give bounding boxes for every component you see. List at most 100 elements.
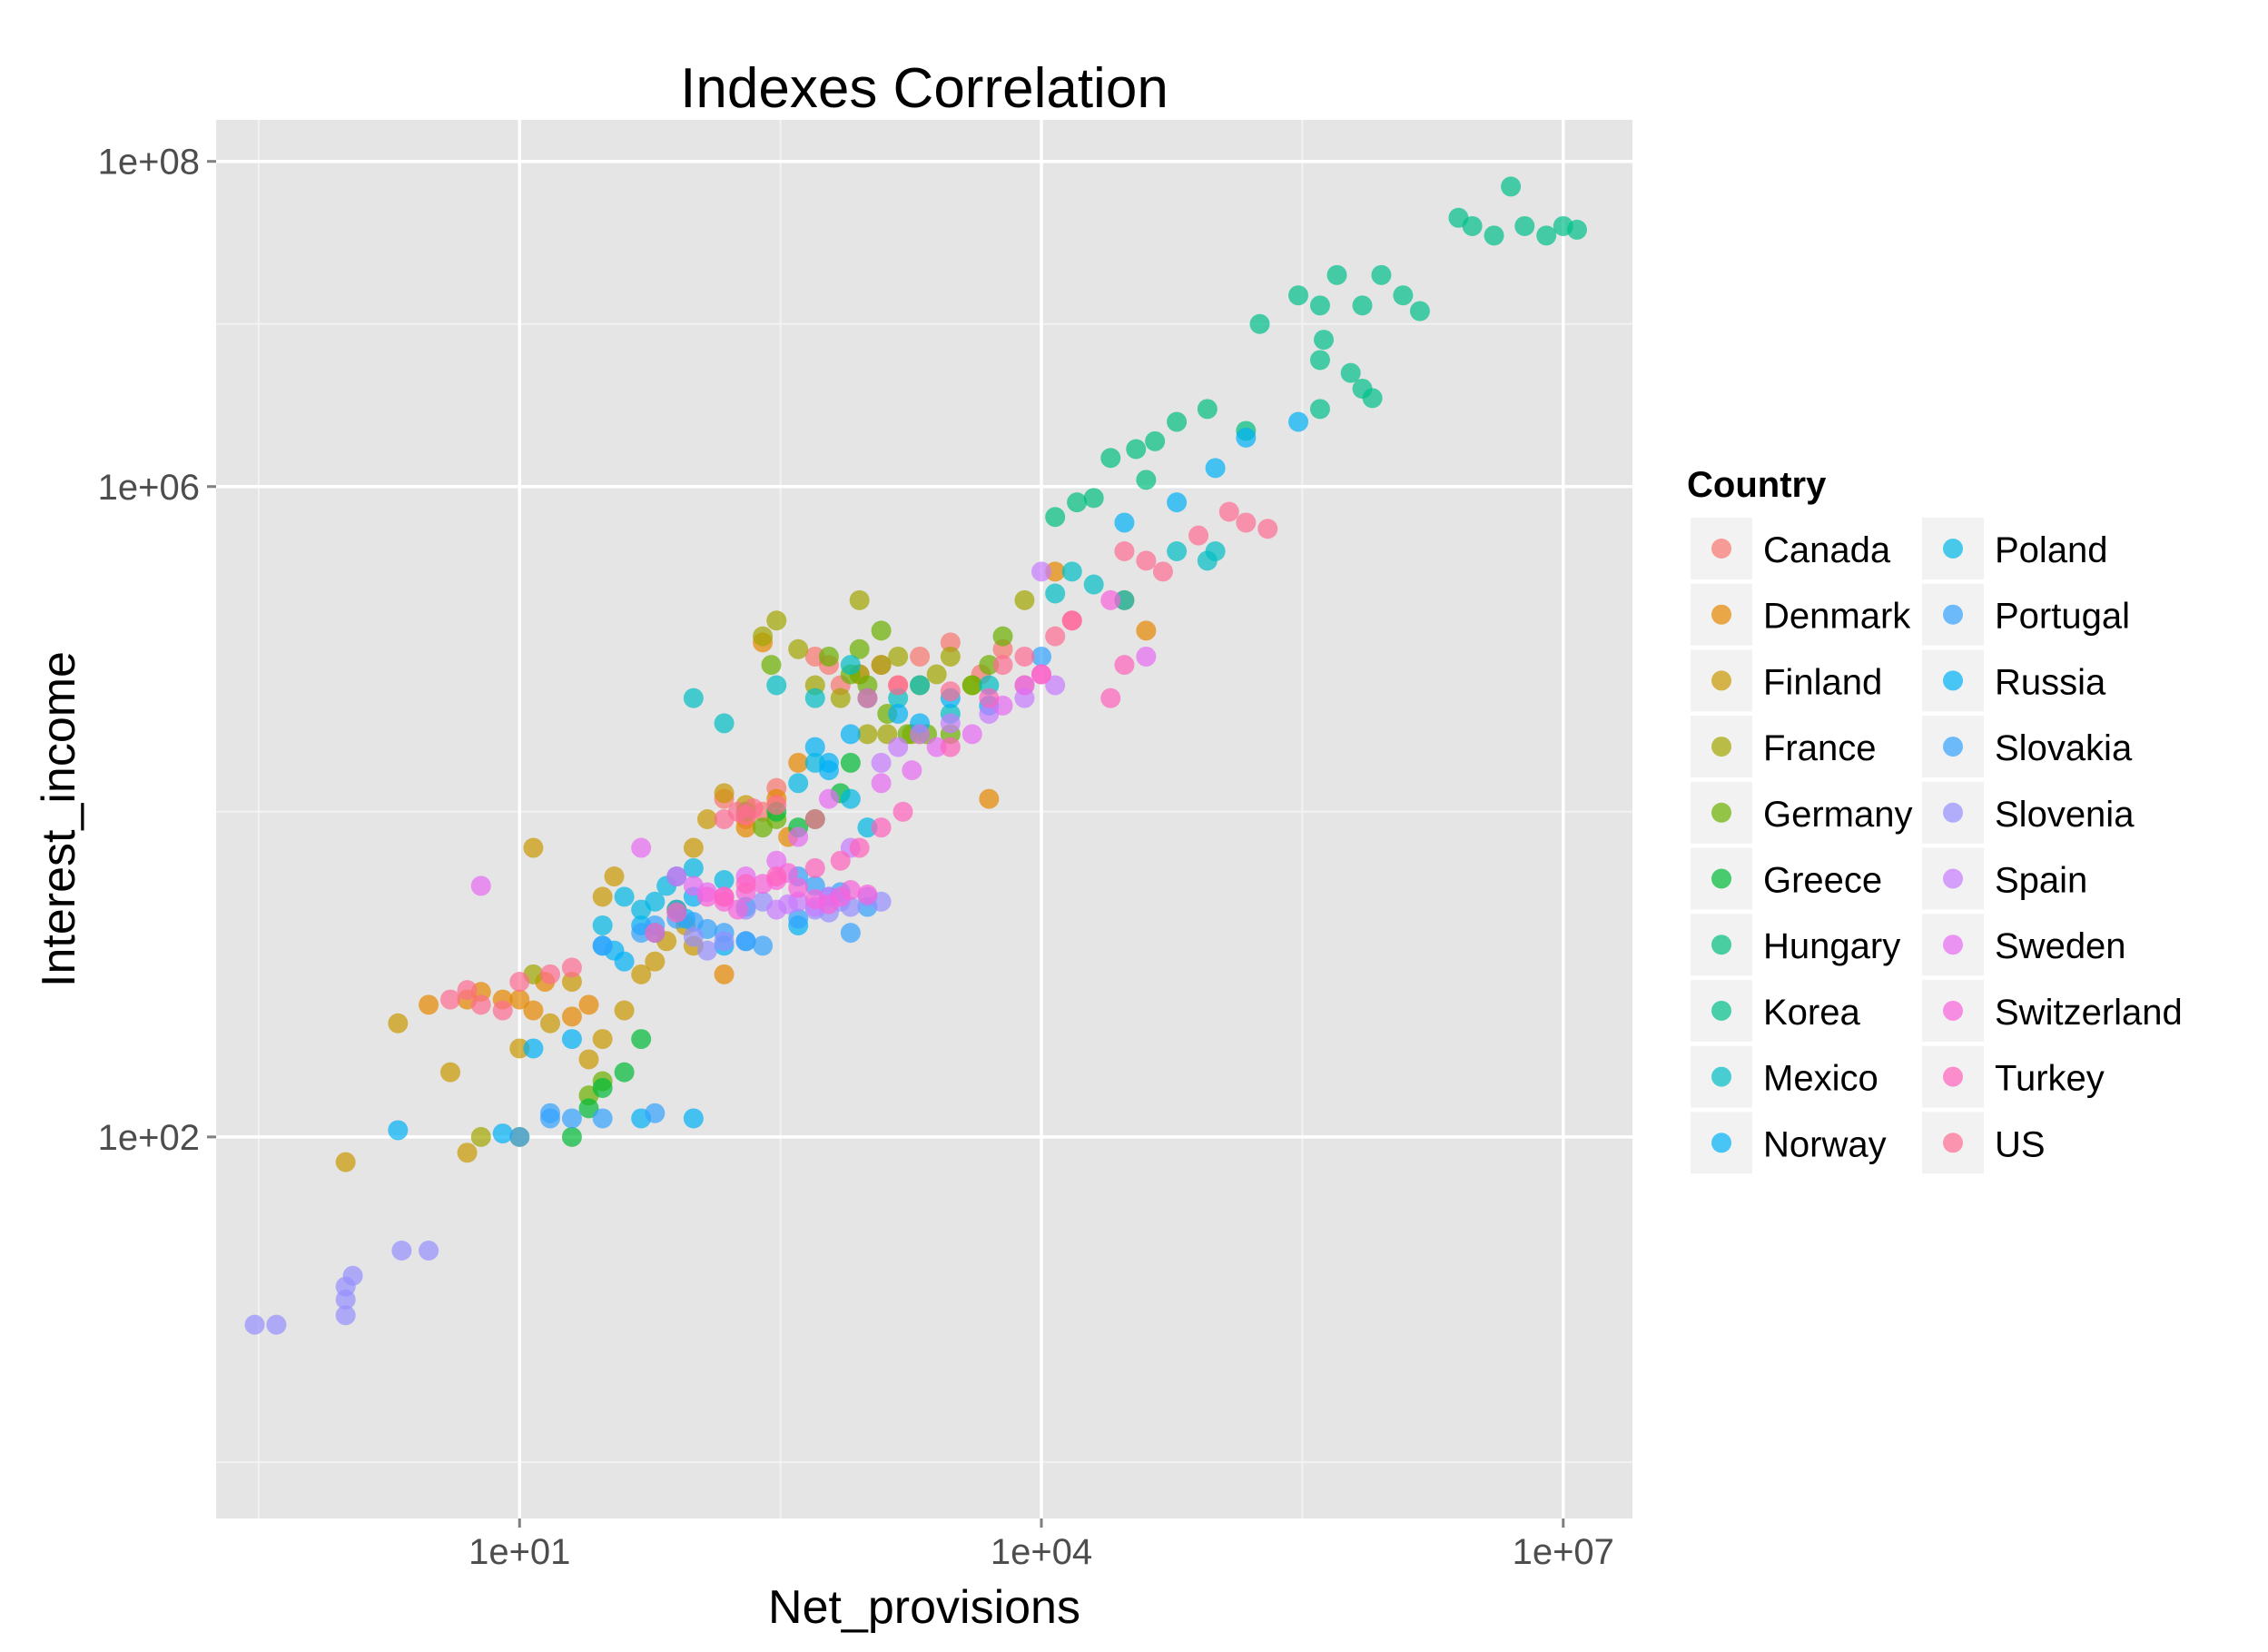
data-point-greece <box>592 1077 613 1098</box>
data-point-korea <box>1484 225 1504 246</box>
data-point-sweden <box>631 837 652 858</box>
legend-swatch <box>1711 1133 1731 1153</box>
legend-swatch <box>1711 935 1731 955</box>
data-point-denmark <box>509 989 530 1010</box>
data-point-greece <box>561 1126 582 1147</box>
data-point-france <box>470 1126 491 1147</box>
data-point-us <box>1014 646 1035 667</box>
data-point-finland <box>592 1029 613 1050</box>
data-point-denmark <box>578 994 599 1015</box>
legend-label: Poland <box>1995 530 2108 570</box>
data-point-slovenia <box>342 1265 363 1286</box>
data-point-spain <box>910 724 931 745</box>
data-point-hungary <box>1067 492 1088 513</box>
data-point-finland <box>561 972 582 993</box>
legend-item-hungary: Hungary <box>1691 914 1900 976</box>
data-point-mexico <box>1167 540 1188 561</box>
data-point-slovakia <box>788 908 809 929</box>
x-tick-label: 1e+01 <box>468 1532 570 1572</box>
panel-background <box>216 120 1632 1518</box>
legend-label: Greece <box>1763 861 1882 901</box>
data-point-turkey <box>892 801 913 822</box>
data-point-turkey <box>645 923 666 944</box>
y-tick-label: 1e+06 <box>98 468 200 508</box>
data-point-germany <box>992 626 1013 647</box>
data-point-us <box>1218 501 1239 522</box>
legend-item-finland: Finland <box>1691 649 1882 712</box>
data-point-france <box>940 646 961 667</box>
data-point-sweden <box>788 826 809 847</box>
data-point-korea <box>1462 215 1483 236</box>
data-point-poland <box>714 870 735 891</box>
legend-item-us: US <box>1922 1112 2046 1174</box>
data-point-mexico <box>910 675 931 696</box>
data-point-korea <box>1340 362 1361 383</box>
data-point-russia <box>523 1038 544 1059</box>
legend-swatch <box>1711 539 1731 559</box>
legend-item-slovenia: Slovenia <box>1922 781 2135 844</box>
legend-swatch <box>1943 802 1963 823</box>
data-point-france <box>871 655 892 676</box>
data-point-russia <box>818 760 839 781</box>
data-point-france <box>926 664 947 685</box>
data-point-greece <box>840 752 861 773</box>
data-point-slovakia <box>509 1126 530 1147</box>
data-point-finland <box>523 837 544 858</box>
data-point-turkey <box>804 857 825 878</box>
data-point-france <box>753 626 774 647</box>
data-point-finland <box>440 1062 461 1083</box>
data-point-us <box>509 972 530 993</box>
data-point-hungary <box>1145 430 1166 451</box>
data-point-korea <box>1309 399 1330 420</box>
data-point-norway <box>840 724 861 745</box>
legend-label: Switzerland <box>1995 993 2183 1033</box>
data-point-korea <box>1514 215 1535 236</box>
legend-swatch <box>1943 1133 1963 1153</box>
data-point-slovenia <box>683 926 704 947</box>
data-point-france <box>766 610 787 631</box>
data-point-canada <box>910 646 931 667</box>
data-point-slovakia <box>840 923 861 944</box>
data-point-switzerland <box>697 886 718 907</box>
data-point-turkey <box>666 902 687 923</box>
legend-label: Turkey <box>1995 1059 2105 1099</box>
data-point-denmark <box>788 752 809 773</box>
legend-label: Korea <box>1763 993 1860 1033</box>
data-point-us <box>992 655 1013 676</box>
legend-label: US <box>1995 1124 2046 1164</box>
legend-swatch <box>1943 1000 1963 1021</box>
legend-item-germany: Germany <box>1691 781 1913 844</box>
data-point-korea <box>1393 285 1414 306</box>
data-point-slovenia <box>714 931 735 952</box>
data-point-sweden <box>1014 675 1035 696</box>
legend-swatch <box>1943 1066 1963 1087</box>
x-tick-label: 1e+04 <box>991 1532 1092 1572</box>
data-point-us <box>1061 610 1082 631</box>
data-point-portugal <box>1031 646 1052 667</box>
data-point-denmark <box>1136 620 1157 641</box>
data-point-slovenia <box>419 1240 439 1261</box>
data-point-poland <box>840 788 861 809</box>
data-point-us <box>1236 512 1257 533</box>
legend-item-mexico: Mexico <box>1691 1045 1878 1108</box>
data-point-us <box>1136 550 1157 571</box>
legend-label: Slovakia <box>1995 728 2133 768</box>
data-point-finland <box>683 837 704 858</box>
data-point-russia <box>388 1120 409 1141</box>
data-point-turkey <box>1031 664 1052 685</box>
data-point-finland <box>604 866 625 887</box>
data-point-slovenia <box>391 1240 412 1261</box>
data-point-us <box>457 980 478 1001</box>
data-point-us <box>1188 525 1209 546</box>
data-point-slovenia <box>266 1314 287 1335</box>
data-point-spain <box>1031 561 1052 582</box>
data-point-finland <box>578 1049 599 1070</box>
data-point-norway <box>888 704 909 725</box>
data-point-hungary <box>1136 470 1157 490</box>
data-point-switzerland <box>788 877 809 898</box>
legend-item-switzerland: Switzerland <box>1922 979 2183 1042</box>
x-axis: 1e+01 1e+04 1e+07 <box>468 1518 1614 1572</box>
legend-swatch <box>1711 802 1731 823</box>
data-point-us <box>539 964 560 984</box>
legend-item-greece: Greece <box>1691 847 1882 910</box>
